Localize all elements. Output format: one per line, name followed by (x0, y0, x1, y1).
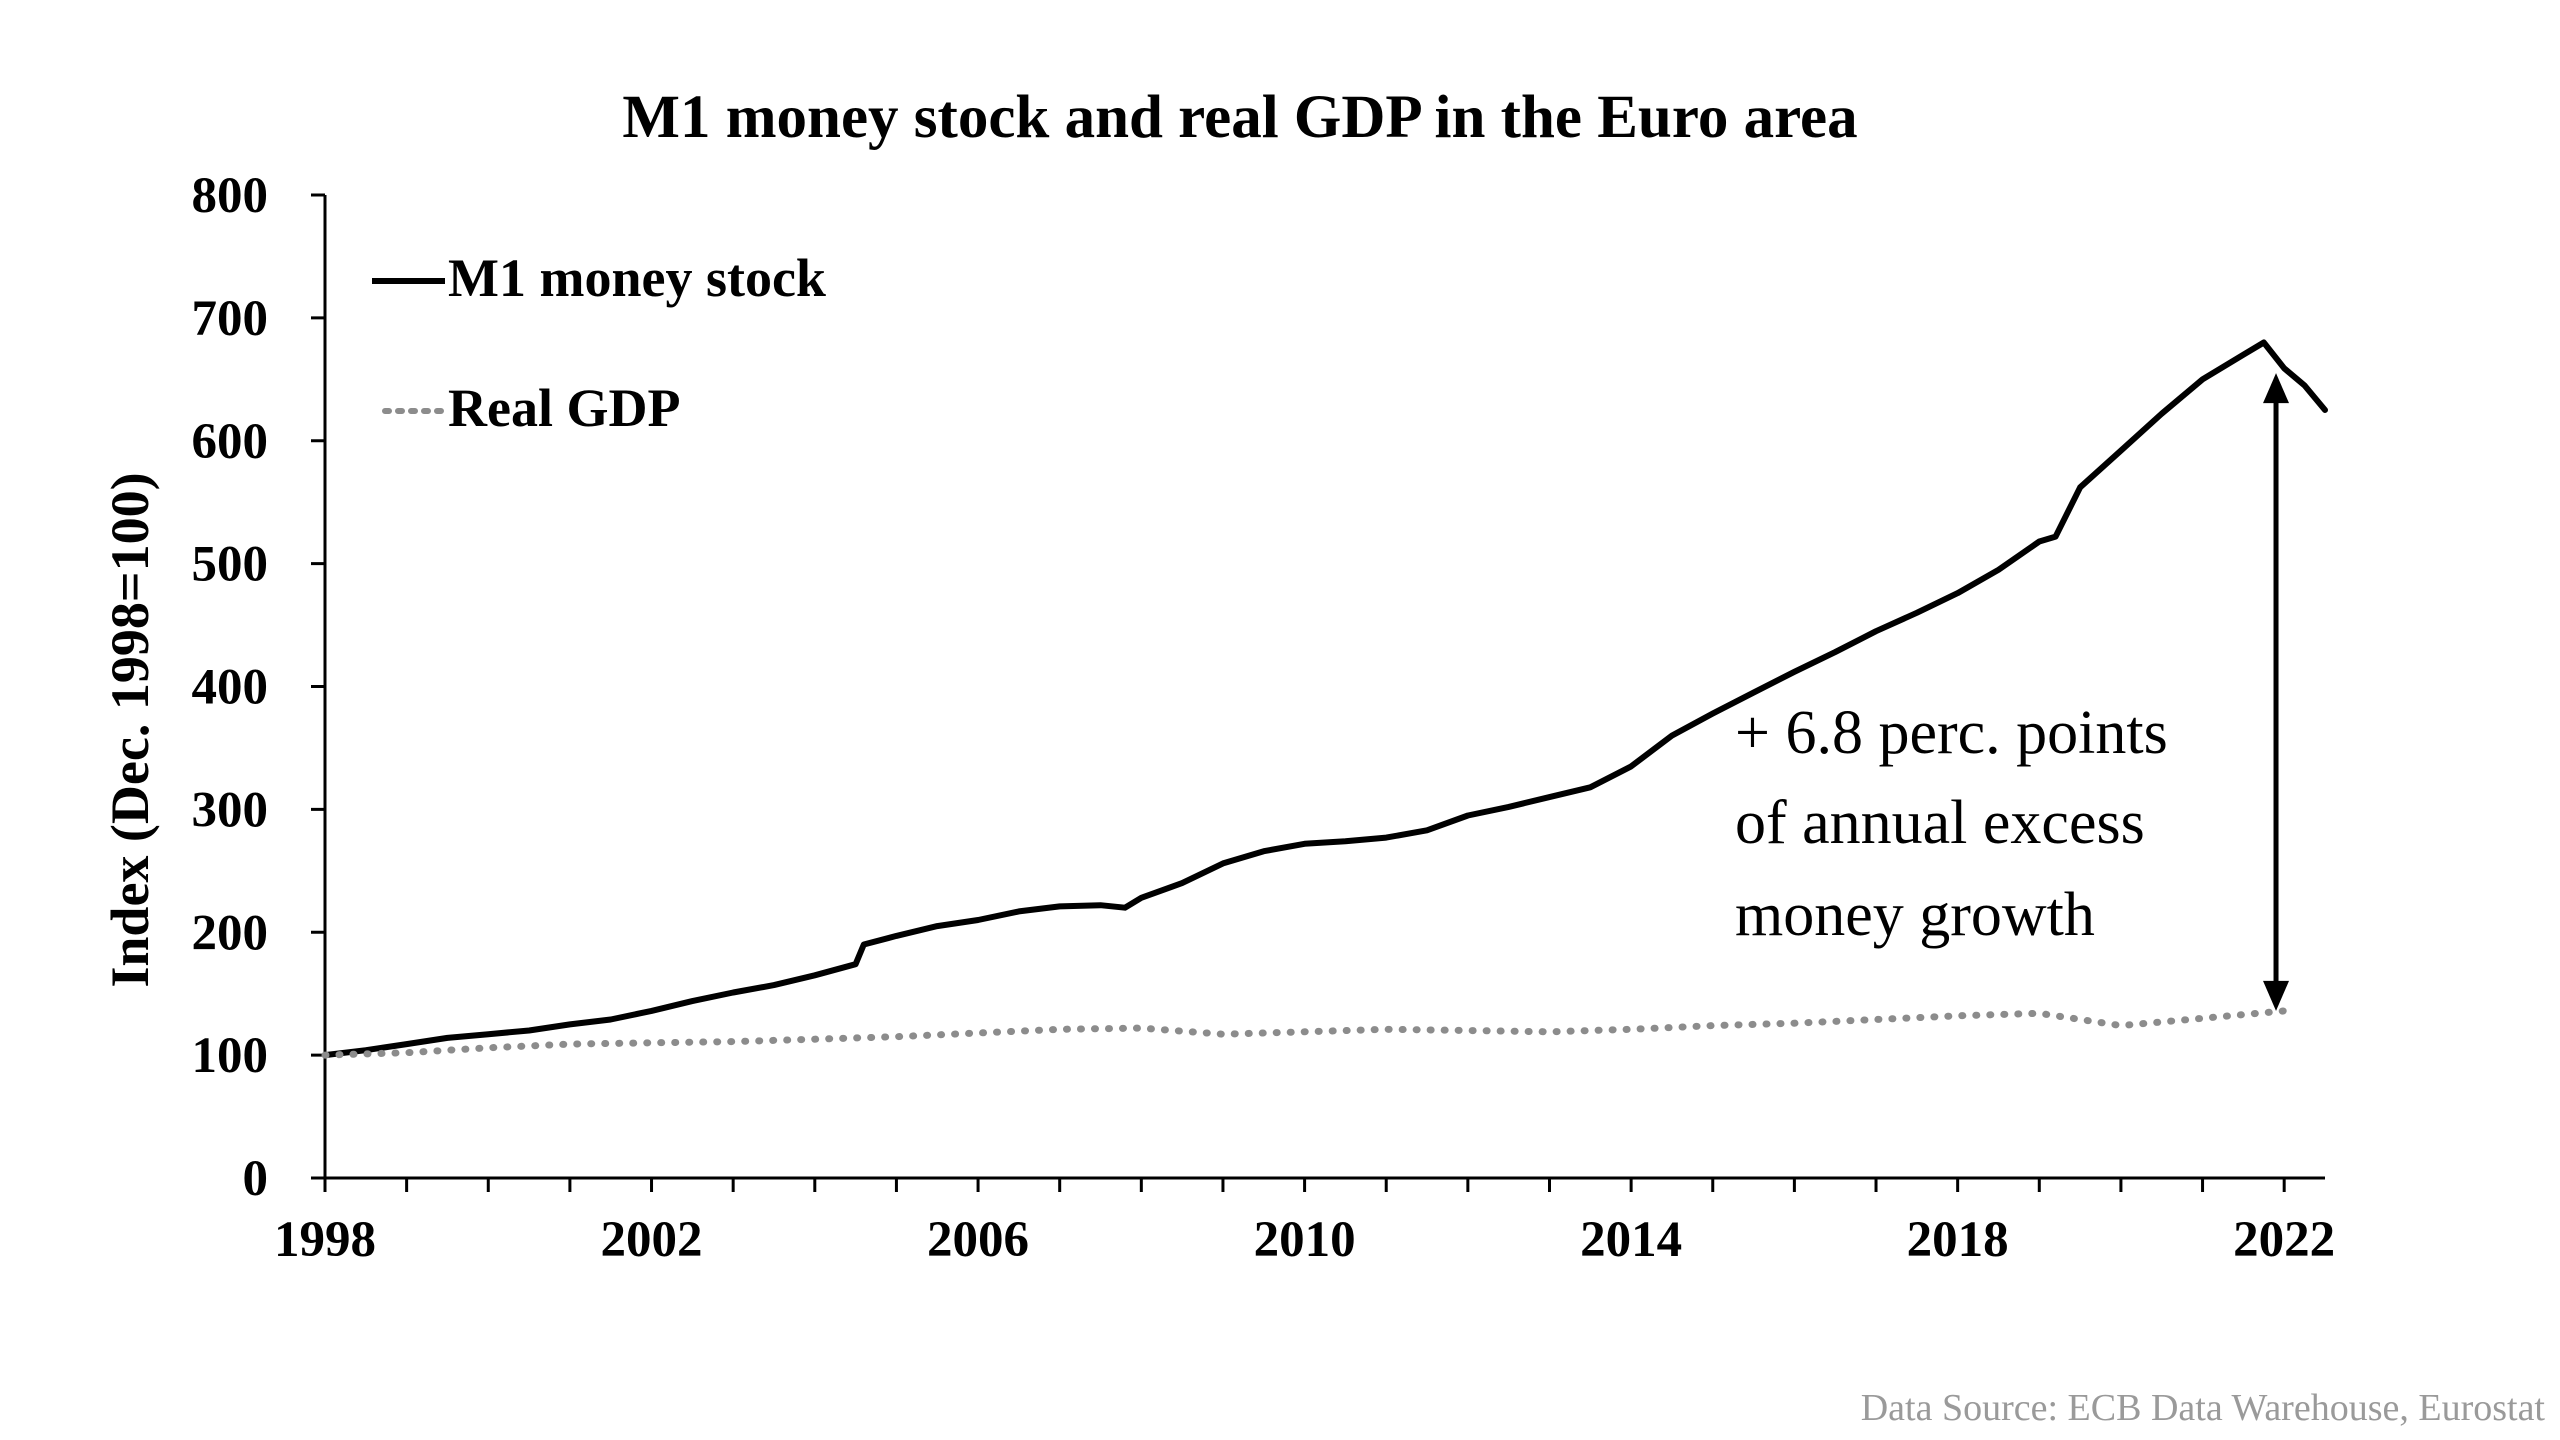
x-tick-label: 1998 (274, 1212, 376, 1268)
y-tick-label: 0 (243, 1151, 269, 1207)
y-tick-label: 200 (192, 905, 269, 961)
x-tick-label: 2006 (927, 1212, 1029, 1268)
chart-title: M1 money stock and real GDP in the Euro … (622, 84, 1857, 151)
annotation-arrow-head-up (2263, 373, 2290, 404)
y-tick-label: 600 (192, 414, 269, 470)
y-axis-ticks: 0 100 200 300 400 500 600 700 800 (192, 168, 325, 1207)
x-tick-label: 2002 (601, 1212, 703, 1268)
annotation-line-2: of annual excess (1735, 789, 2145, 857)
series-line-m1-money-stock (322, 339, 2328, 1059)
y-tick-label: 800 (192, 168, 269, 224)
x-tick-label: 2010 (1254, 1212, 1356, 1268)
y-tick-label: 400 (192, 660, 269, 716)
legend: M1 money stock Real GDP (372, 248, 826, 438)
y-tick-label: 700 (192, 291, 269, 347)
y-tick-label: 300 (192, 782, 269, 838)
y-tick-label: 500 (192, 537, 269, 593)
x-axis-ticks: 1998 2002 2006 2010 2014 2018 2022 (274, 1178, 2335, 1268)
y-tick-label: 100 (192, 1028, 269, 1084)
annotation-arrow-head-down (2263, 980, 2290, 1011)
y-axis-label: Index (Dec. 1998=100) (100, 472, 160, 987)
series-layer (321, 339, 2328, 1059)
annotation: + 6.8 perc. points of annual excess mone… (1735, 373, 2290, 1011)
legend-label-m1: M1 money stock (448, 248, 826, 308)
annotation-line-3: money growth (1735, 881, 2095, 949)
legend-label-gdp: Real GDP (448, 378, 680, 438)
axes (323, 195, 2325, 1180)
annotation-line-1: + 6.8 perc. points (1735, 699, 2168, 767)
series-line-real-gdp (321, 1007, 2288, 1059)
x-tick-label: 2022 (2233, 1212, 2335, 1268)
x-tick-label: 2014 (1580, 1212, 1682, 1268)
source-note: Data Source: ECB Data Warehouse, Eurosta… (1861, 1387, 2546, 1429)
x-tick-label: 2018 (1907, 1212, 2009, 1268)
